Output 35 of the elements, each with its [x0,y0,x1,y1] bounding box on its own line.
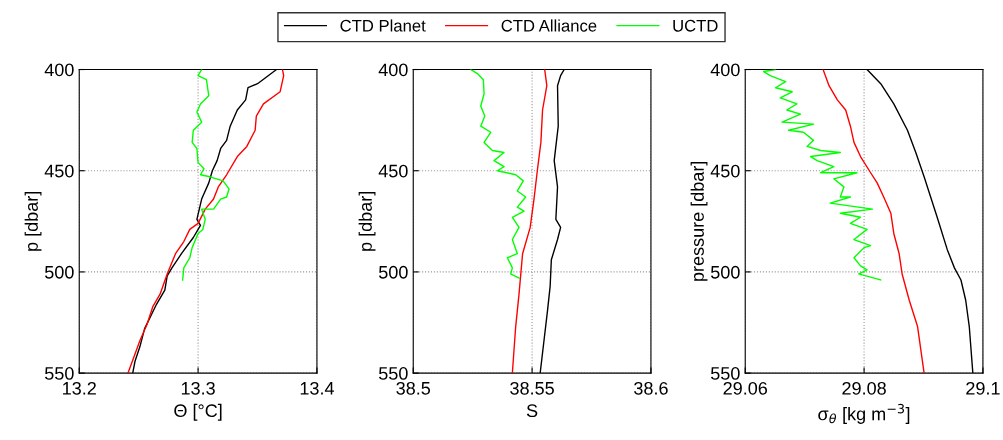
line-series [762,69,882,281]
legend-label: CTD Planet [340,19,426,32]
line-series [511,69,548,374]
x-tick-label: 13.3 [181,381,215,395]
x-tick-label: 38.6 [634,381,668,395]
legend-label: UCTD [673,19,718,32]
x-tick-label: 13.2 [63,381,96,395]
legend-label: CTD Alliance [501,19,597,32]
x-axis-title: S [526,404,538,418]
y-tick-label: 400 [44,63,74,77]
x-axis-title: σ$_{θ}$ [kg m$^{−3}$] [818,403,910,424]
y-tick-label: 500 [378,265,408,279]
x-tick-label: 38.5 [396,381,431,395]
x-tick-label: 13.4 [300,381,334,395]
y-tick-label: 400 [378,63,408,77]
x-tick-label: 29.08 [842,381,886,395]
y-tick-label: 500 [710,265,740,279]
line-series [822,69,925,374]
y-axis-title: p [dbar] [24,191,42,251]
y-tick-label: 400 [710,63,740,77]
y-tick-label: 500 [44,265,74,279]
y-axis-title: pressure [dbar] [690,161,708,281]
x-tick-label: 29.06 [723,381,768,395]
line-series [470,69,527,279]
x-tick-label: 29.1 [966,381,1000,395]
y-tick-label: 550 [710,367,740,380]
y-tick-label: 450 [378,164,408,178]
y-tick-label: 550 [44,367,74,380]
y-tick-label: 450 [710,164,740,178]
x-tick-label: 38.55 [510,381,554,395]
x-axis-title: Θ [°C] [174,403,222,421]
y-axis-title: p [dbar] [358,191,376,251]
line-series [181,69,230,281]
y-tick-label: 450 [44,164,74,178]
y-tick-label: 550 [378,367,408,380]
